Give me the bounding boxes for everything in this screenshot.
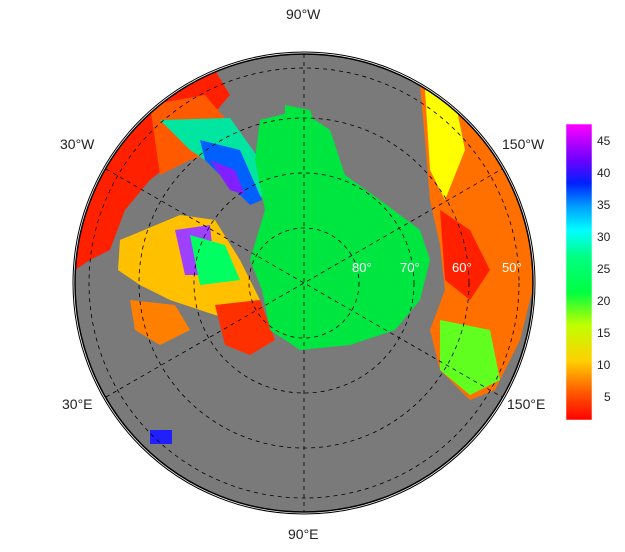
- colorbar: [565, 123, 593, 421]
- colorbar-tick-45: 45: [597, 134, 611, 148]
- lon-label-90w: 90°W: [286, 6, 321, 22]
- colorbar-tick-5: 5: [604, 390, 611, 404]
- colorbar-tick-10: 10: [597, 358, 611, 372]
- colorbar-tick-35: 35: [597, 198, 611, 212]
- hudson-bay-region: [285, 105, 320, 150]
- colorbar-tick-40: 40: [597, 166, 611, 180]
- lon-label-90e: 90°E: [288, 526, 319, 542]
- colorbar-tick-20: 20: [597, 294, 611, 308]
- caspian-region: [150, 430, 172, 444]
- graticule: [88, 54, 520, 512]
- bering-sea-red: [440, 210, 490, 300]
- map-outer-border: [72, 51, 536, 515]
- kara-sea-red: [215, 300, 275, 355]
- lat-label-80: 80°: [352, 260, 372, 275]
- lat-label-50: 50°: [502, 260, 522, 275]
- greenland-sea-green: [190, 235, 240, 285]
- map-disk: [75, 54, 533, 512]
- map-border: [74, 53, 534, 513]
- lon-label-150w: 150°W: [502, 136, 545, 152]
- lat-label-60: 60°: [452, 260, 472, 275]
- colorbar-tick-30: 30: [597, 230, 611, 244]
- colorbar-tick-25: 25: [597, 262, 611, 276]
- colorbar-tick-15: 15: [597, 326, 611, 340]
- baffin-purple-region: [210, 160, 245, 195]
- central-arctic-ocean: [250, 110, 430, 350]
- okhotsk-green: [440, 320, 500, 395]
- lat-label-70: 70°: [400, 260, 420, 275]
- lon-label-30e: 30°E: [62, 396, 93, 412]
- lon-label-30w: 30°W: [60, 136, 95, 152]
- gulf-of-alaska-yellow: [425, 90, 465, 200]
- baltic-region: [130, 300, 190, 345]
- lon-label-150e: 150°E: [507, 396, 546, 412]
